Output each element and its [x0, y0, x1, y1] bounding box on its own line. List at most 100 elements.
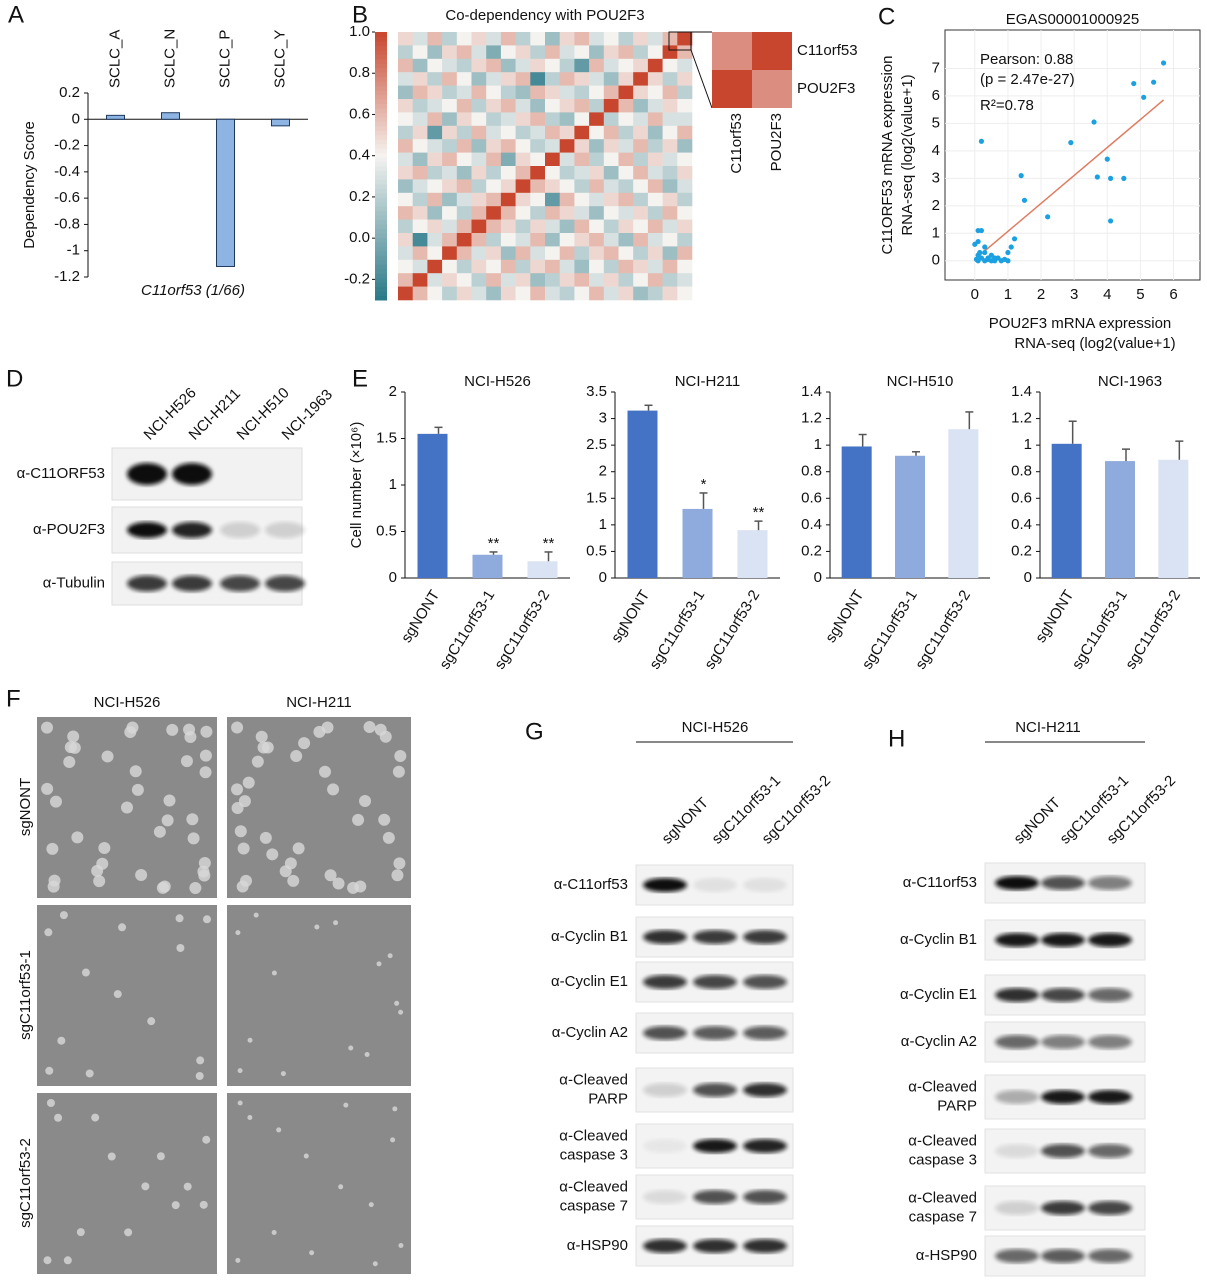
- x-tick-label: 0: [971, 286, 979, 303]
- y-tick-label: 3.5: [586, 383, 607, 400]
- heat-cell: [618, 152, 634, 167]
- colorbar-segment: [375, 32, 387, 37]
- heat-cell: [647, 99, 663, 113]
- annotation: Pearson: 0.88: [980, 51, 1073, 68]
- heat-cell: [633, 273, 649, 287]
- heat-cell: [456, 273, 472, 287]
- point: [1160, 60, 1167, 66]
- cell-cluster: [234, 825, 247, 838]
- heat-cell: [589, 125, 605, 140]
- point: [1005, 249, 1011, 256]
- heat-cell: [471, 233, 487, 247]
- cell-cluster: [161, 814, 174, 827]
- error-bar: [754, 520, 763, 531]
- heat-cell: [618, 72, 634, 86]
- heat-cell: [412, 259, 428, 274]
- heat-cell: [412, 45, 428, 60]
- cell-cluster: [235, 1257, 241, 1263]
- heat-cell: [442, 139, 458, 153]
- heat-cell: [589, 85, 605, 100]
- cell-cluster: [374, 723, 387, 736]
- band: [995, 933, 1039, 947]
- cell-cluster: [41, 721, 54, 734]
- heat-cell: [559, 246, 575, 261]
- y-tick-label: 1: [932, 224, 940, 241]
- band: [643, 930, 687, 944]
- cell-cluster: [271, 1230, 277, 1236]
- band: [1041, 988, 1085, 1002]
- cell-cluster: [71, 831, 84, 844]
- heat-cell: [412, 99, 428, 113]
- heat-cell: [589, 139, 605, 153]
- band: [643, 1139, 687, 1153]
- colorbar-segment: [375, 116, 387, 122]
- band: [643, 1026, 687, 1040]
- heat-cell: [456, 219, 472, 234]
- heat-cell: [427, 166, 443, 180]
- cell-cluster: [129, 765, 142, 778]
- blot-row-label: α-Cyclin A2: [901, 1033, 977, 1050]
- band: [1041, 933, 1085, 947]
- heat-cell: [500, 206, 516, 220]
- heat-cell: [647, 192, 663, 207]
- error-bar: [644, 404, 653, 411]
- heat-cell: [515, 273, 531, 287]
- cell-cluster: [394, 750, 407, 763]
- y-tick-label: 1: [1024, 436, 1032, 453]
- heat-cell: [412, 125, 428, 140]
- band: [743, 1139, 787, 1153]
- band: [127, 522, 167, 538]
- heat-cell: [677, 166, 693, 180]
- heat-cell: [442, 259, 458, 274]
- heat-cell: [442, 286, 458, 301]
- blot-row-label: α-POU2F3: [33, 521, 105, 538]
- heat-cell: [633, 246, 649, 261]
- heat-cell: [618, 112, 634, 127]
- cell-cluster: [398, 1009, 404, 1015]
- blot-row-label: α-HSP90: [916, 1247, 977, 1264]
- panel-letter: H: [888, 725, 905, 752]
- chart-title: NCI-H211: [675, 373, 741, 390]
- point: [1141, 94, 1147, 100]
- significance: **: [488, 535, 500, 552]
- heat-cell: [427, 192, 443, 207]
- band: [995, 1035, 1039, 1049]
- band: [1088, 1201, 1132, 1215]
- heat-cell: [589, 192, 605, 207]
- cell-cluster: [180, 755, 193, 768]
- cell-cluster: [327, 783, 340, 796]
- lane-label: sgNONT: [1011, 794, 1064, 847]
- heat-cell: [633, 192, 649, 207]
- heat-cell: [442, 72, 458, 86]
- y-tick-label: 0.8: [801, 463, 822, 480]
- heat-cell: [427, 286, 443, 301]
- colorbar-segment: [375, 255, 387, 261]
- y-tick-label: 1.4: [1011, 383, 1032, 400]
- heat-cell: [574, 273, 590, 287]
- y-tick-label: -0.2: [54, 137, 80, 154]
- cell-cluster: [313, 725, 326, 738]
- point: [1021, 197, 1028, 203]
- y-tick-label: 2: [599, 463, 607, 480]
- heat-cell: [515, 206, 531, 220]
- y-tick-label: 7: [932, 59, 940, 76]
- heat-cell: [677, 219, 693, 234]
- heat-cell: [633, 166, 649, 180]
- colorbar-segment: [375, 94, 387, 100]
- heat-cell: [486, 233, 502, 247]
- point: [1107, 218, 1114, 224]
- heat-cell: [589, 246, 605, 261]
- cell-cluster: [113, 990, 122, 999]
- heat-cell: [559, 72, 575, 86]
- heat-cell: [603, 273, 619, 287]
- heat-cell: [603, 219, 619, 234]
- heat-cell: [456, 125, 472, 140]
- y-tick-label: 5: [932, 114, 940, 131]
- heat-cell: [618, 139, 634, 153]
- cell-cluster: [189, 881, 202, 894]
- bar: [417, 433, 448, 578]
- heat-cell: [442, 192, 458, 207]
- cell-cluster: [199, 1200, 208, 1209]
- cell-cluster: [372, 1261, 378, 1267]
- bar: [216, 118, 235, 267]
